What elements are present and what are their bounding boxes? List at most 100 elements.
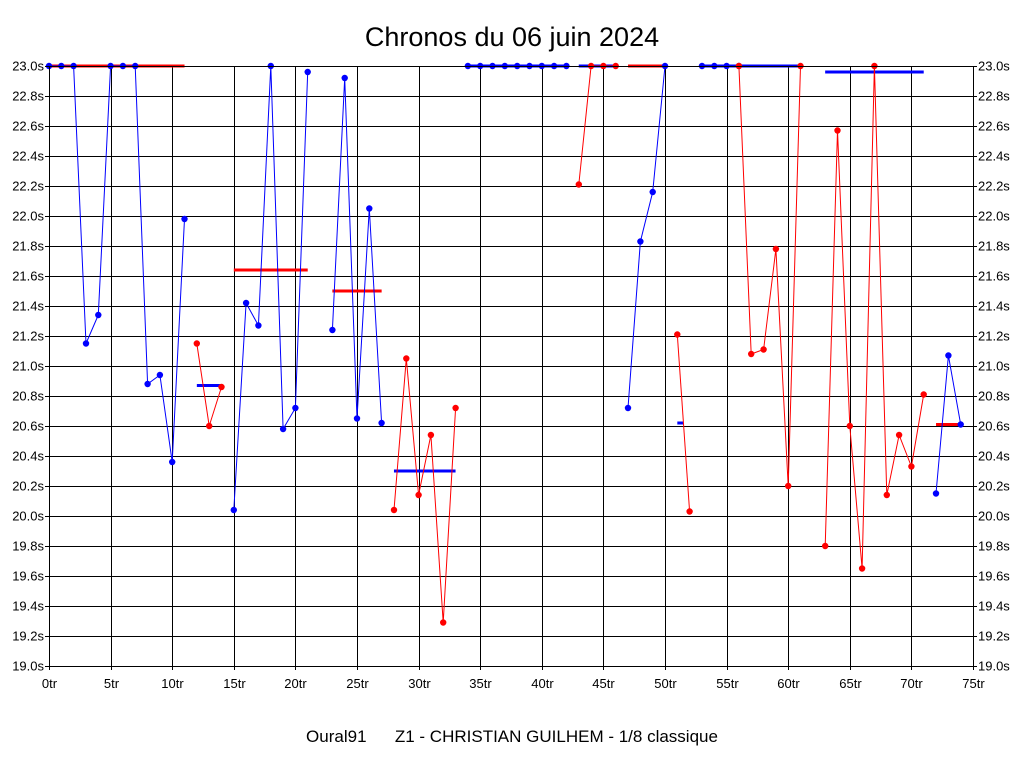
- data-point: [834, 127, 841, 134]
- y-tick-label-left: 21.2s: [12, 329, 44, 344]
- data-point: [575, 181, 582, 188]
- y-tick-label-right: 21.0s: [978, 359, 1010, 374]
- y-tick-label-right: 22.4s: [978, 149, 1010, 164]
- y-tick-label-right: 20.8s: [978, 389, 1010, 404]
- y-tick-label-left: 19.4s: [12, 599, 44, 614]
- x-tick-label: 70tr: [900, 676, 923, 691]
- data-point: [292, 404, 299, 412]
- y-tick-label-right: 22.6s: [978, 119, 1010, 134]
- y-tick-label-right: 19.4s: [978, 599, 1010, 614]
- y-tick-label-right: 21.4s: [978, 299, 1010, 314]
- data-point: [378, 419, 385, 427]
- y-tick-label-left: 21.0s: [12, 359, 44, 374]
- data-point: [908, 463, 915, 470]
- x-tick-label: 45tr: [592, 676, 615, 691]
- data-point: [748, 350, 755, 358]
- y-tick-label-left: 20.8s: [12, 389, 44, 404]
- data-point: [427, 431, 435, 439]
- plot-frame: [49, 66, 974, 667]
- chart-subtitle: Oural91 Z1 - CHRISTIAN GUILHEM - 1/8 cla…: [306, 727, 718, 746]
- x-tick-label: 25tr: [346, 676, 369, 691]
- data-point: [95, 311, 102, 319]
- y-tick-label-right: 21.8s: [978, 239, 1010, 254]
- data-point: [144, 380, 151, 388]
- y-tick-label-right: 21.2s: [978, 329, 1010, 344]
- data-point: [822, 542, 829, 550]
- y-tick-label-right: 22.2s: [978, 179, 1010, 194]
- data-point: [390, 506, 398, 514]
- data-point: [218, 383, 225, 391]
- y-tick-label-left: 19.8s: [12, 539, 44, 554]
- y-tick-label-right: 20.4s: [978, 449, 1010, 464]
- data-point: [279, 425, 287, 433]
- data-point: [637, 238, 644, 245]
- data-point: [82, 340, 90, 347]
- series-line-relais-9: [676, 334, 691, 512]
- data-point: [206, 422, 213, 430]
- x-tick-label: 30tr: [408, 676, 431, 691]
- x-tick-label: 50tr: [654, 676, 677, 691]
- y-tick-label-left: 22.4s: [12, 149, 44, 164]
- data-point: [760, 346, 767, 353]
- y-tick-label-right: 19.8s: [978, 539, 1010, 554]
- y-tick-label-right: 20.2s: [978, 479, 1010, 494]
- data-point: [156, 371, 164, 379]
- data-point: [945, 352, 952, 359]
- y-tick-label-right: 20.6s: [978, 419, 1010, 434]
- y-tick-label-left: 20.6s: [12, 419, 44, 434]
- data-point: [181, 215, 188, 223]
- data-point: [230, 506, 237, 514]
- y-tick-label-right: 21.6s: [978, 269, 1010, 284]
- y-tick-label-left: 22.2s: [12, 179, 44, 194]
- x-tick-label: 55tr: [716, 676, 739, 691]
- y-tick-label-left: 19.0s: [12, 659, 44, 674]
- data-point: [169, 458, 176, 466]
- data-point: [920, 391, 927, 398]
- data-point: [415, 491, 422, 499]
- y-tick-label-left: 22.8s: [12, 89, 44, 104]
- data-point: [624, 404, 632, 412]
- y-tick-label-right: 23.0s: [978, 59, 1010, 74]
- data-point: [329, 326, 336, 334]
- x-tick-label: 75tr: [962, 676, 985, 691]
- data-point: [772, 245, 780, 253]
- y-tick-label-left: 19.6s: [12, 569, 44, 584]
- axis-layer: 23.0s 23.0s 22.8s 22.8s 22.6s 22.6s 22.4s 22.4s…: [12, 59, 1010, 692]
- series-line-relais-8: [627, 65, 666, 409]
- x-tick-label: 20tr: [284, 676, 307, 691]
- data-point: [895, 431, 903, 439]
- data-point: [452, 404, 459, 412]
- y-tick-label-left: 20.0s: [12, 509, 44, 524]
- y-tick-label-left: 21.4s: [12, 299, 44, 314]
- data-point: [686, 508, 693, 515]
- data-point: [858, 565, 866, 572]
- y-tick-label-left: 20.4s: [12, 449, 44, 464]
- data-point: [366, 205, 373, 212]
- x-tick-label: 60tr: [777, 676, 800, 691]
- series-layer: [45, 62, 964, 626]
- y-tick-label-right: 19.6s: [978, 569, 1010, 584]
- y-tick-label-left: 23.0s: [12, 59, 44, 74]
- x-tick-label: 15tr: [223, 676, 246, 691]
- x-tick-label: 10tr: [161, 676, 184, 691]
- y-tick-label-left: 20.2s: [12, 479, 44, 494]
- x-tick-label: 65tr: [839, 676, 862, 691]
- series-line-relais-11: [738, 65, 801, 487]
- x-tick-label: 0tr: [42, 676, 58, 691]
- y-tick-label-left: 22.6s: [12, 119, 44, 134]
- chart-title: Chronos du 06 juin 2024: [365, 22, 659, 52]
- data-point: [932, 490, 940, 497]
- data-point: [193, 340, 200, 347]
- y-tick-label-right: 22.0s: [978, 209, 1010, 224]
- data-point: [649, 188, 656, 196]
- data-point: [353, 415, 361, 422]
- data-point: [304, 68, 311, 76]
- x-tick-label: 5tr: [104, 676, 120, 691]
- data-point: [674, 331, 681, 338]
- y-tick-label-left: 19.2s: [12, 629, 44, 644]
- series-line-relais-5: [393, 358, 457, 623]
- data-point: [846, 422, 853, 430]
